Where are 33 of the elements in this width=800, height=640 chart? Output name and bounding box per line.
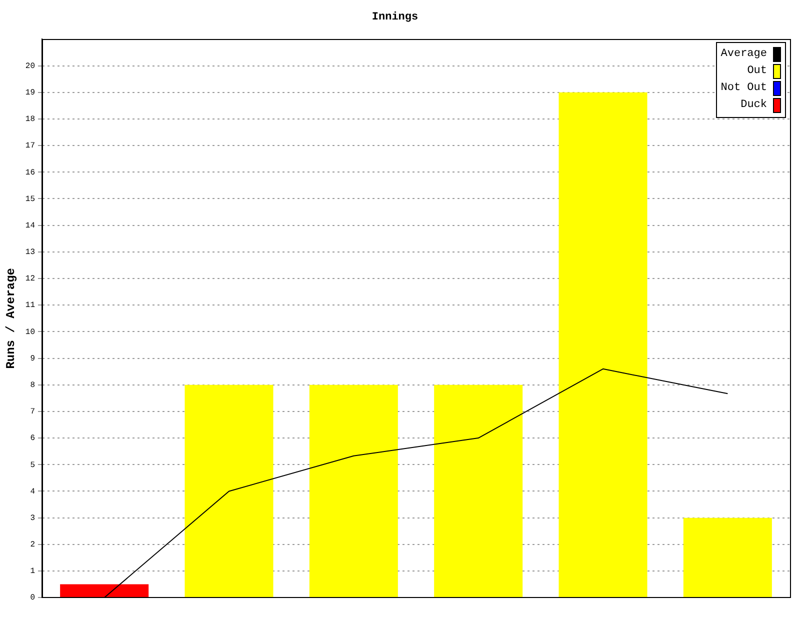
y-tick-label: 11 xyxy=(25,301,36,310)
y-tick-label: 13 xyxy=(25,248,36,258)
y-tick-label: 3 xyxy=(30,514,36,523)
y-tick-label: 14 xyxy=(25,221,36,230)
y-tick-label: 16 xyxy=(25,168,36,178)
y-tick-label: 19 xyxy=(25,88,36,98)
y-tick-label: 10 xyxy=(25,328,36,337)
legend-label: Duck xyxy=(740,98,767,113)
y-tick-label: 2 xyxy=(30,540,36,550)
legend-label: Not Out xyxy=(720,81,767,96)
bar xyxy=(683,518,772,598)
y-tick-label: 5 xyxy=(30,460,36,470)
y-tick-label: 9 xyxy=(30,354,36,364)
y-tick-label: 12 xyxy=(25,274,36,284)
y-tick-label: 15 xyxy=(25,194,36,204)
y-axis-title: Runs / Average xyxy=(4,268,18,369)
bar xyxy=(60,584,149,598)
y-tick-label: 6 xyxy=(30,434,36,444)
y-tick-label: 8 xyxy=(30,381,36,390)
y-tick-label: 7 xyxy=(30,408,36,417)
legend-label: Out xyxy=(747,64,767,79)
y-tick-label: 18 xyxy=(25,115,36,124)
bar xyxy=(184,384,274,598)
y-tick-label: 17 xyxy=(25,142,36,151)
legend-label: Average xyxy=(720,47,767,62)
bar xyxy=(434,384,523,598)
y-tick-label: 0 xyxy=(30,594,36,603)
bar xyxy=(309,384,398,598)
y-tick-label: 4 xyxy=(30,487,36,496)
bar xyxy=(558,92,648,598)
y-tick-label: 20 xyxy=(25,62,36,71)
y-tick-label: 1 xyxy=(30,567,36,576)
chart-title: Innings xyxy=(372,11,418,24)
